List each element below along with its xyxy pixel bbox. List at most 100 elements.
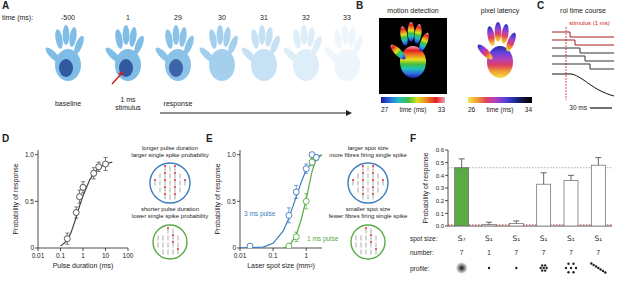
- spike: [174, 165, 176, 167]
- data-point: [286, 243, 292, 248]
- roi-trace: [552, 74, 614, 96]
- x-tick-label: 0.1: [56, 252, 65, 259]
- fibre: [373, 174, 374, 179]
- x-axis-label: Laser spot size (mm²): [247, 262, 315, 270]
- data-point: [73, 210, 79, 216]
- fibre: [371, 243, 372, 248]
- number-label: 7: [569, 249, 573, 256]
- panel-c: Croi time coursestimulus (1 ms)30 ms: [537, 0, 614, 111]
- data-point: [303, 166, 309, 172]
- profile-icon: [539, 264, 547, 272]
- spike: [154, 179, 156, 181]
- time-value: 29: [174, 14, 182, 21]
- fibre: [165, 181, 166, 186]
- fibre: [178, 236, 179, 241]
- finger: [63, 25, 70, 45]
- spike: [372, 193, 374, 195]
- error-bar: [486, 222, 492, 225]
- profile-spot: [565, 267, 567, 269]
- y-tick-label: 0.0: [436, 223, 445, 229]
- fibre: [366, 236, 367, 241]
- x-tick: [240, 248, 241, 251]
- x-tick: [60, 248, 61, 251]
- profile-spot: [572, 271, 574, 273]
- spike: [362, 193, 364, 195]
- finger: [114, 29, 124, 50]
- y-tick-label: 0.3: [436, 185, 445, 191]
- fibre: [356, 243, 357, 248]
- annotation: larger spot size: [348, 145, 389, 151]
- fibre: [165, 174, 166, 179]
- spike: [362, 165, 364, 167]
- x-tick-label: 0.01: [234, 252, 247, 259]
- finger: [182, 34, 196, 55]
- profile-spot: [604, 271, 606, 273]
- fibre: [175, 195, 176, 200]
- fibre: [170, 188, 171, 193]
- row-label: spot size:: [410, 235, 438, 243]
- plot-area: [61, 157, 113, 246]
- image-title: pixel latency: [481, 7, 520, 15]
- fibre: [373, 167, 374, 172]
- profile-spot: [597, 267, 599, 269]
- finger: [495, 22, 502, 42]
- time-arrow: [160, 113, 348, 114]
- profile-spot: [599, 268, 601, 270]
- page: { "panels": { "A": {"label": "A", "time_…: [0, 0, 617, 285]
- x-tick-label: 1: [81, 252, 85, 259]
- fibre: [361, 243, 362, 248]
- spot-circle: [351, 225, 385, 259]
- profile-spot: [567, 263, 569, 265]
- data-point: [293, 189, 299, 195]
- fibre: [175, 167, 176, 172]
- finger: [132, 34, 146, 55]
- number-label: 1: [487, 249, 491, 256]
- y-tick-label: 0: [30, 244, 34, 251]
- color-bar-label: time (ms): [486, 106, 513, 114]
- x-tick-label: 0.1: [269, 252, 278, 259]
- profile-spot: [456, 262, 468, 274]
- spike: [370, 234, 372, 236]
- y-tick-label: 0: [232, 244, 236, 251]
- fibre: [358, 174, 359, 179]
- time-title: time (ms):: [2, 14, 33, 22]
- spike: [362, 172, 364, 174]
- profile-spot: [515, 267, 517, 269]
- panel-label: E: [206, 133, 213, 144]
- fibre: [168, 243, 169, 248]
- series-label: 3 ms pulse: [244, 210, 276, 218]
- time-value: 31: [260, 14, 268, 21]
- fit-curve: [61, 162, 113, 246]
- fibre: [175, 181, 176, 186]
- error-bar: [104, 157, 108, 170]
- fibre: [175, 188, 176, 193]
- y-tick: [237, 154, 240, 155]
- error-bar: [513, 221, 519, 224]
- error-bar: [97, 162, 101, 171]
- profile-spot: [541, 269, 543, 271]
- finger: [123, 25, 130, 45]
- spot-circle: [348, 163, 388, 203]
- fibre: [168, 229, 169, 234]
- time-arrowhead: [346, 110, 352, 116]
- panel-label: C: [537, 0, 544, 11]
- bar: [591, 165, 605, 226]
- fibre: [368, 174, 369, 179]
- time-value: 32: [302, 14, 310, 21]
- fibre: [163, 236, 164, 241]
- fibre: [168, 250, 169, 255]
- hand: [389, 22, 431, 78]
- roi-trace: [552, 32, 614, 37]
- fibre: [378, 174, 379, 179]
- x-tick: [105, 248, 106, 251]
- fibre: [356, 236, 357, 241]
- hand: [323, 25, 365, 81]
- hand: [44, 25, 86, 81]
- spike: [372, 179, 374, 181]
- x-tick: [38, 248, 39, 251]
- y-tick-label: 1.0: [227, 151, 236, 158]
- caption: 1 ms: [120, 96, 136, 103]
- spike: [172, 241, 174, 243]
- error-bar: [459, 159, 465, 168]
- number-label: 7: [542, 249, 546, 256]
